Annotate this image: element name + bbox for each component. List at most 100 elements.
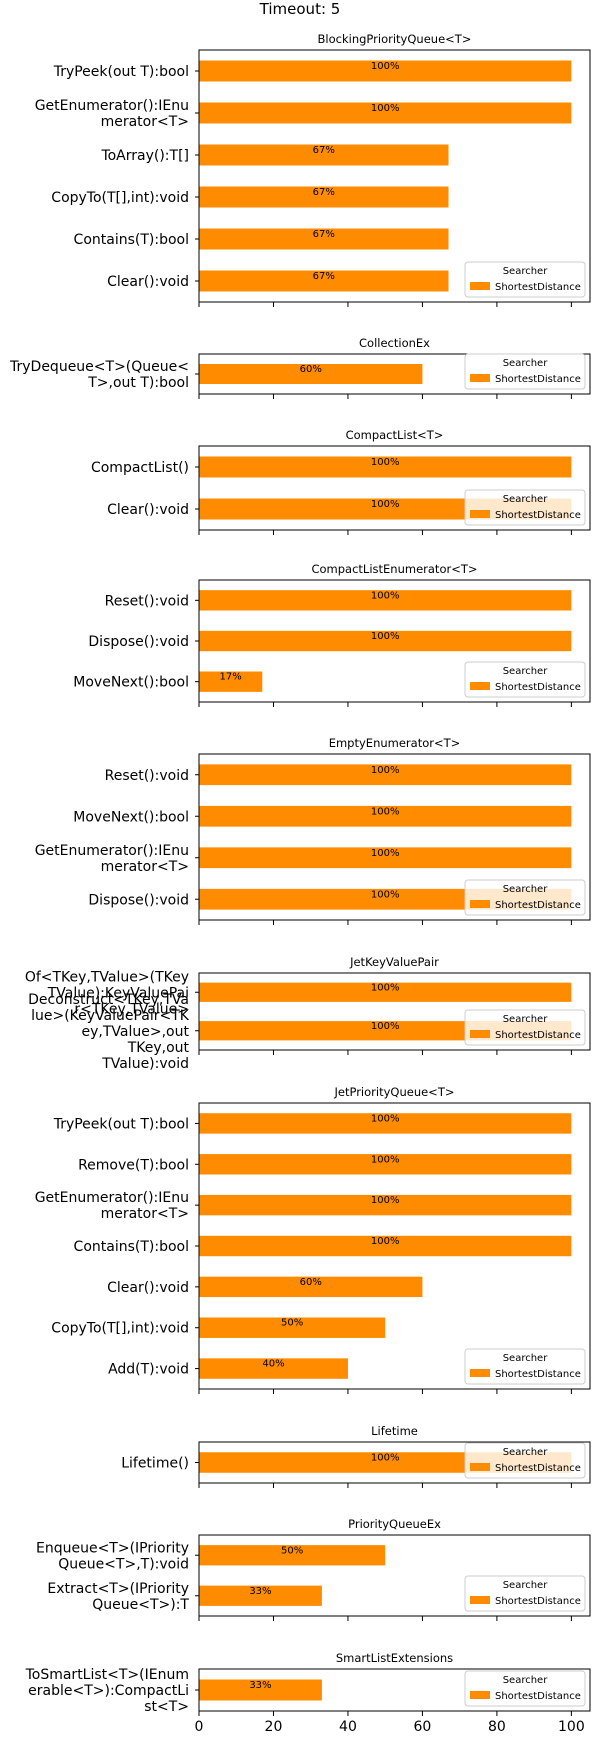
axes-frame xyxy=(198,1668,591,1712)
legend: Searcher ShortestDistance xyxy=(464,1442,586,1479)
subplot-title: JetKeyValuePair xyxy=(349,955,439,969)
y-tick-label: Queue<T>):T xyxy=(92,1597,189,1613)
axes-frame xyxy=(198,1441,591,1484)
axes-frame xyxy=(198,1102,591,1390)
y-tick-label: GetEnumerator():IEnu xyxy=(35,843,189,859)
legend-swatch xyxy=(470,1369,490,1377)
y-tick-label: GetEnumerator():IEnu xyxy=(35,98,189,114)
bar-data-label: 67% xyxy=(313,187,335,198)
y-tick-label: MoveNext():bool xyxy=(73,809,189,825)
legend-entry: ShortestDistance xyxy=(495,1463,581,1474)
y-tick-label: Extract<T>(IPriority xyxy=(47,1581,189,1597)
legend-title: Searcher xyxy=(503,494,549,505)
y-tick-label: Reset():void xyxy=(105,593,189,609)
bar xyxy=(199,1235,572,1257)
y-tick-label: TKey,out xyxy=(127,1040,190,1056)
y-tick-label: Queue<T>,T):void xyxy=(58,1556,189,1572)
y-tick-label: CopyTo(T[],int):void xyxy=(51,1321,189,1337)
bar xyxy=(199,1113,572,1134)
subplot-8: PriorityQueueEx50%Enqueue<T>(IPriorityQu… xyxy=(36,1517,591,1621)
bar-data-label: 67% xyxy=(313,229,335,240)
legend-entry: ShortestDistance xyxy=(495,1691,581,1702)
legend-title: Searcher xyxy=(503,1353,549,1364)
y-tick-label: merator<T> xyxy=(101,859,189,875)
y-tick-label: TryPeek(out T):bool xyxy=(53,1116,189,1132)
y-tick-label: Remove(T):bool xyxy=(78,1157,189,1173)
bar-data-label: 100% xyxy=(371,457,400,468)
axes-frame xyxy=(198,579,591,703)
y-tick-label: Clear():void xyxy=(107,502,189,518)
y-tick-label: Of<TKey,TValue>(TKey xyxy=(25,969,189,985)
legend-swatch xyxy=(470,374,490,382)
x-tick-label: 20 xyxy=(265,1719,283,1735)
bar xyxy=(199,671,263,692)
y-tick-label: st<T> xyxy=(144,1699,189,1715)
subplot-title: CollectionEx xyxy=(359,336,430,350)
subplot-5: JetKeyValuePair100%Of<TKey,TValue>(TKeyT… xyxy=(25,955,591,1072)
y-tick-label: TryPeek(out T):bool xyxy=(53,64,189,80)
legend: Searcher ShortestDistance xyxy=(464,489,586,526)
legend: Searcher ShortestDistance xyxy=(464,1009,586,1046)
y-tick-label: MoveNext():bool xyxy=(73,675,189,691)
bar xyxy=(199,1585,322,1606)
y-tick-label: TValue):KeyValuePai xyxy=(47,985,189,1001)
bar-data-label: 33% xyxy=(249,1586,271,1597)
bar xyxy=(199,228,449,250)
legend-swatch xyxy=(470,510,490,518)
legend: Searcher ShortestDistance xyxy=(464,879,586,916)
y-tick-label: TryDequeue<T>(Queue< xyxy=(9,359,189,375)
bar-data-label: 50% xyxy=(281,1545,303,1556)
bar-data-label: 100% xyxy=(371,848,400,859)
legend-swatch xyxy=(470,900,490,908)
y-tick-label: lue>(KeyValuePair<TK xyxy=(31,1008,190,1024)
bar xyxy=(199,847,572,869)
y-tick-label: CompactList() xyxy=(91,460,189,476)
subplot-6: JetPriorityQueue<T> 100% TryPeek(out T):bo… xyxy=(35,1085,591,1394)
legend-swatch xyxy=(470,1596,490,1604)
y-tick-label: Contains(T):bool xyxy=(74,1239,189,1255)
bar-data-label: 100% xyxy=(371,1236,400,1247)
bar xyxy=(199,364,423,384)
legend-title: Searcher xyxy=(503,1447,549,1458)
y-tick-label: Dispose():void xyxy=(88,892,189,908)
legend-entry: ShortestDistance xyxy=(495,282,581,293)
legend-entry: ShortestDistance xyxy=(495,1030,581,1041)
bar xyxy=(199,1154,572,1175)
bar xyxy=(199,982,572,1002)
bar-data-label: 33% xyxy=(249,1680,271,1691)
subplot-2: CompactList<T> 100% CompactList() 100% Clear… xyxy=(91,428,591,535)
y-tick-label: Add(T):void xyxy=(108,1362,189,1378)
axes-frame xyxy=(198,49,591,303)
y-tick-label: ToSmartList<T>(IEnum xyxy=(25,1667,189,1683)
subplot-title: EmptyEnumerator<T> xyxy=(329,736,461,750)
legend-swatch xyxy=(470,1030,490,1038)
bar xyxy=(199,805,572,827)
bar xyxy=(199,764,572,786)
subplot-title: PriorityQueueEx xyxy=(348,1517,441,1531)
subplot-title: CompactListEnumerator<T> xyxy=(311,562,477,576)
legend: Searcher ShortestDistance xyxy=(464,261,586,298)
subplot-title: Lifetime xyxy=(371,1424,418,1438)
axes-frame xyxy=(198,972,591,1051)
bar xyxy=(199,102,572,124)
bar xyxy=(199,1358,348,1379)
x-tick-label: 100 xyxy=(558,1719,585,1735)
bar xyxy=(199,186,449,208)
legend: Searcher ShortestDistance xyxy=(464,353,586,390)
subplot-0: BlockingPriorityQueue<T> 100% TryPeek(out … xyxy=(35,32,591,307)
bar xyxy=(199,1276,423,1298)
legend-swatch xyxy=(470,682,490,690)
legend-swatch xyxy=(470,1691,490,1699)
bar-data-label: 100% xyxy=(371,590,400,601)
legend-entry: ShortestDistance xyxy=(495,900,581,911)
legend-entry: ShortestDistance xyxy=(495,1369,581,1380)
bar-data-label: 100% xyxy=(371,765,400,776)
legend-title: Searcher xyxy=(503,266,549,277)
legend: Searcher ShortestDistance xyxy=(464,1575,586,1612)
legend-title: Searcher xyxy=(503,666,549,677)
subplot-title: SmartListExtensions xyxy=(336,1651,453,1665)
subplot-3: CompactListEnumerator<T> 100% Reset():void… xyxy=(73,562,591,707)
legend: Searcher ShortestDistance xyxy=(464,1348,586,1385)
bar-data-label: 100% xyxy=(371,499,400,510)
